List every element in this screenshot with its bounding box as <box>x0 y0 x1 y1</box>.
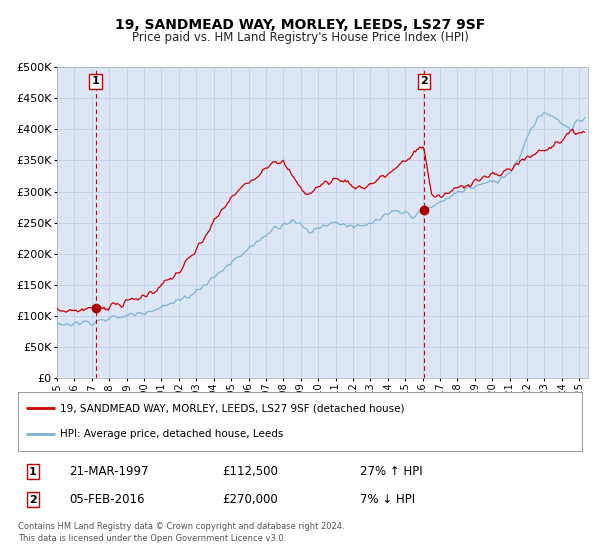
Text: 2: 2 <box>29 494 37 505</box>
Text: Contains HM Land Registry data © Crown copyright and database right 2024.: Contains HM Land Registry data © Crown c… <box>18 522 344 531</box>
Text: £270,000: £270,000 <box>222 493 278 506</box>
Text: 27% ↑ HPI: 27% ↑ HPI <box>360 465 422 478</box>
Text: £112,500: £112,500 <box>222 465 278 478</box>
Text: 1: 1 <box>29 466 37 477</box>
Text: 7% ↓ HPI: 7% ↓ HPI <box>360 493 415 506</box>
Text: 1: 1 <box>92 76 100 86</box>
Text: Price paid vs. HM Land Registry's House Price Index (HPI): Price paid vs. HM Land Registry's House … <box>131 31 469 44</box>
Text: HPI: Average price, detached house, Leeds: HPI: Average price, detached house, Leed… <box>60 430 284 440</box>
Text: 2: 2 <box>420 76 428 86</box>
Text: 19, SANDMEAD WAY, MORLEY, LEEDS, LS27 9SF: 19, SANDMEAD WAY, MORLEY, LEEDS, LS27 9S… <box>115 18 485 32</box>
Text: 05-FEB-2016: 05-FEB-2016 <box>69 493 145 506</box>
Text: 19, SANDMEAD WAY, MORLEY, LEEDS, LS27 9SF (detached house): 19, SANDMEAD WAY, MORLEY, LEEDS, LS27 9S… <box>60 403 405 413</box>
Text: 21-MAR-1997: 21-MAR-1997 <box>69 465 149 478</box>
Text: This data is licensed under the Open Government Licence v3.0.: This data is licensed under the Open Gov… <box>18 534 286 543</box>
